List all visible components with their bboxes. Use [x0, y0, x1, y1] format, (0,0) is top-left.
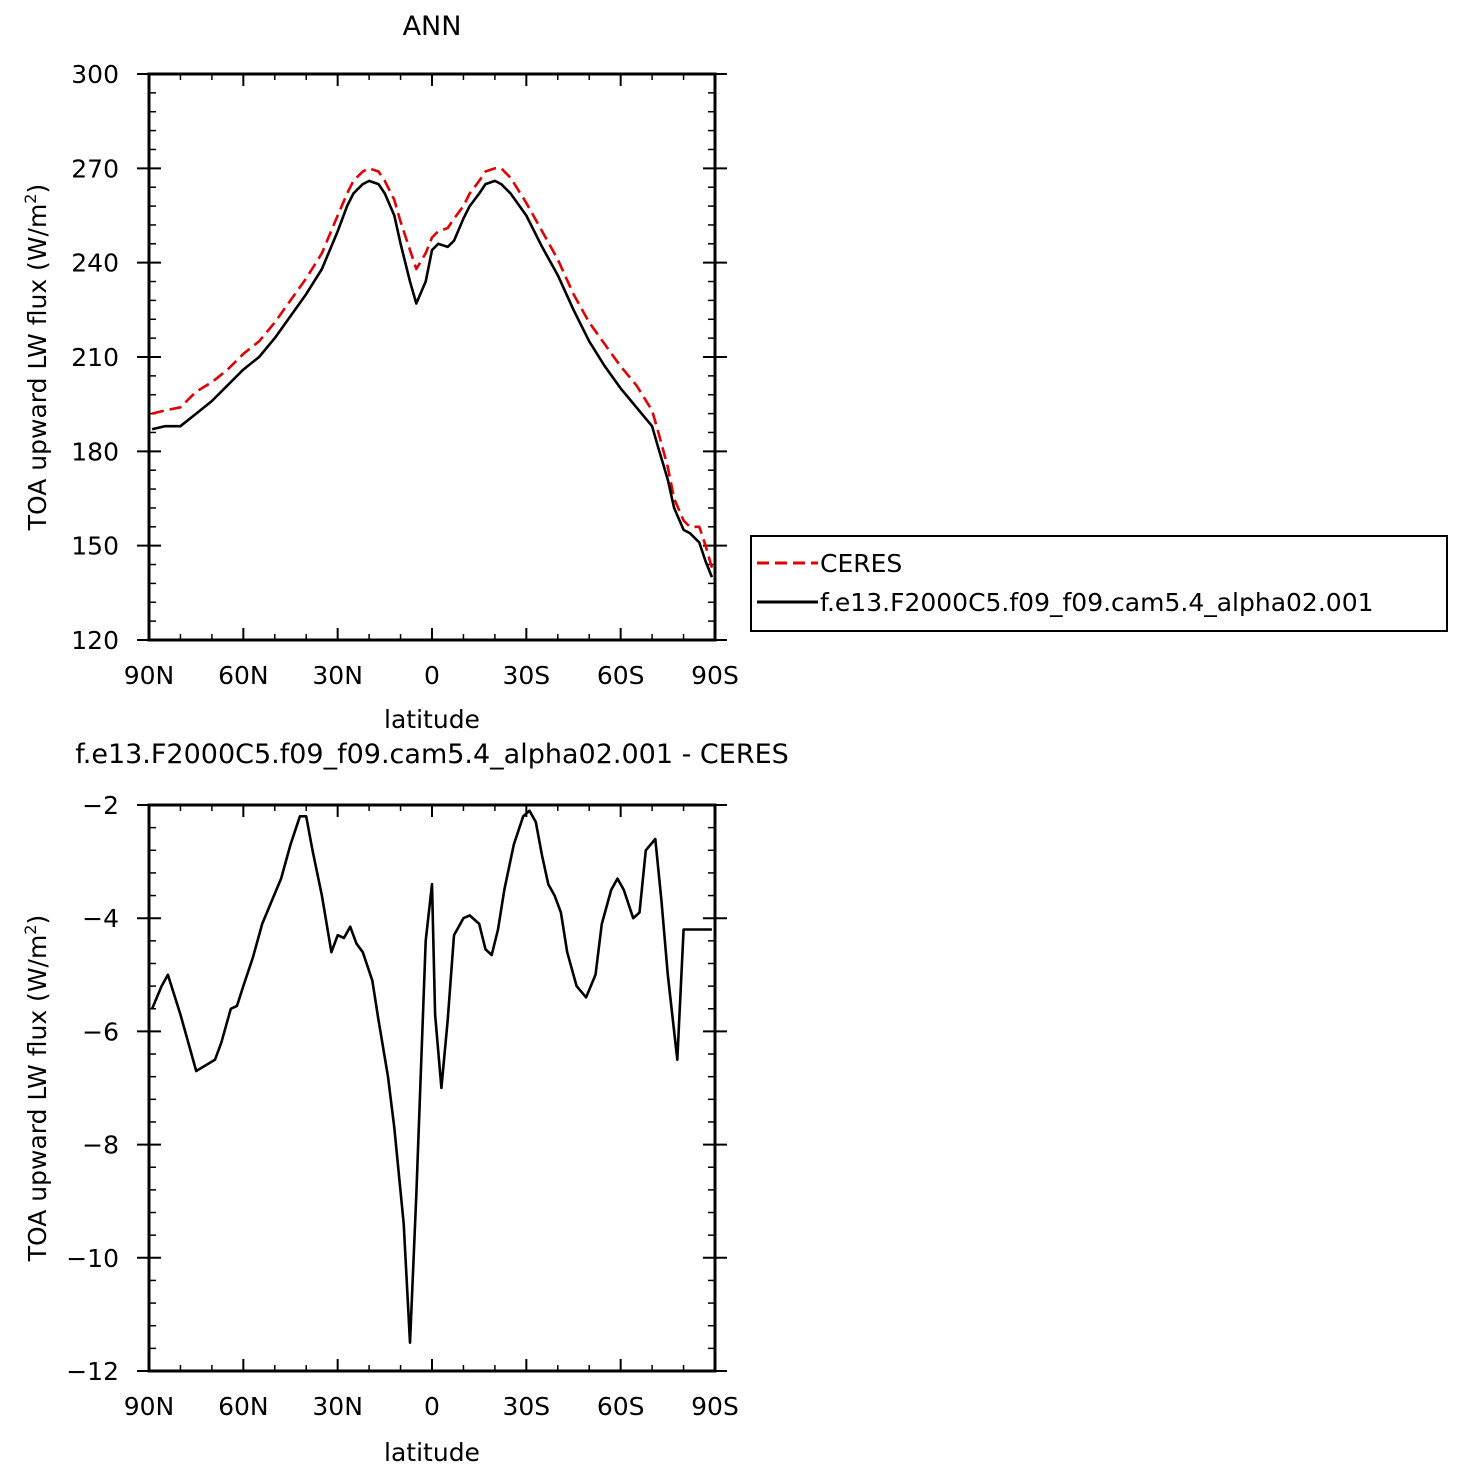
top-plot-frame — [147, 72, 717, 642]
bottom-y-tick-label: −10 — [66, 1244, 119, 1273]
top-series-lines — [151, 167, 714, 578]
top-y-tick-label: 210 — [71, 343, 119, 372]
top-x-tick-label: 60N — [218, 661, 269, 690]
top-x-axis-label: latitude — [384, 705, 480, 734]
bottom-x-tick-label: 0 — [424, 1392, 440, 1421]
bottom-series-lines — [150, 809, 712, 1344]
top-y-axis-label: TOA upward LW flux (W/m2) — [21, 184, 52, 532]
bottom-y-axis-label: TOA upward LW flux (W/m2) — [21, 915, 52, 1263]
top-x-tick-label: 90S — [691, 661, 739, 690]
top-y-tick-label: 180 — [71, 437, 119, 466]
bottom-x-tick-label: 60S — [597, 1392, 645, 1421]
top-chart-title: ANN — [403, 11, 462, 42]
bottom-axis-ticks: 90N 60N 30N 0 30S 60S 90S −12 −10 −8 −6 −4 −2 — [66, 791, 739, 1421]
top-x-tick-label: 0 — [424, 661, 440, 690]
top-series-line-1 — [151, 179, 714, 578]
bottom-y-tick-label: −2 — [82, 791, 119, 820]
bottom-series-line-0 — [150, 809, 712, 1344]
bottom-x-tick-label: 30N — [312, 1392, 363, 1421]
legend-label-model: f.e13.F2000C5.f09_f09.cam5.4_alpha02.001 — [820, 588, 1374, 617]
bottom-x-tick-label: 90S — [691, 1392, 739, 1421]
top-y-tick-label: 150 — [71, 532, 119, 561]
bottom-x-axis-label: latitude — [384, 1438, 480, 1467]
bottom-y-tick-label: −6 — [82, 1017, 119, 1046]
legend: CERES f.e13.F2000C5.f09_f09.cam5.4_alpha… — [750, 535, 1448, 632]
top-y-tick-label: 270 — [71, 154, 119, 183]
bottom-y-tick-label: −12 — [66, 1357, 119, 1386]
bottom-y-tick-label: −4 — [82, 904, 119, 933]
top-x-tick-label: 30S — [502, 661, 550, 690]
top-x-tick-label: 30N — [312, 661, 363, 690]
top-axis-ticks: 90N 60N 30N 0 30S 60S 90S 120 150 180 210 240 270 300 — [71, 60, 739, 690]
top-y-tick-label: 240 — [71, 249, 119, 278]
legend-frame — [750, 535, 1448, 632]
top-y-tick-label: 120 — [71, 626, 119, 655]
top-y-tick-label: 300 — [71, 60, 119, 89]
top-x-tick-label: 60S — [597, 661, 645, 690]
bottom-x-tick-label: 90N — [124, 1392, 175, 1421]
bottom-y-tick-label: −8 — [82, 1131, 119, 1160]
top-x-tick-label: 90N — [124, 661, 175, 690]
bottom-chart-title: f.e13.F2000C5.f09_f09.cam5.4_alpha02.001… — [75, 739, 789, 770]
bottom-x-tick-label: 30S — [502, 1392, 550, 1421]
bottom-x-tick-label: 60N — [218, 1392, 269, 1421]
legend-label-ceres: CERES — [820, 549, 902, 578]
top-series-line-0 — [151, 167, 714, 569]
